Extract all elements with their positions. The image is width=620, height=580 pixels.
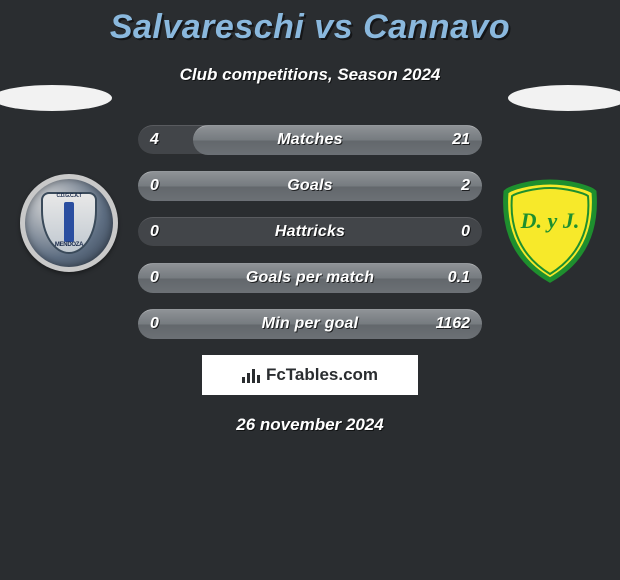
avatar-ellipse-left xyxy=(0,85,112,111)
stat-left-value: 4 xyxy=(150,131,159,149)
subtitle: Club competitions, Season 2024 xyxy=(0,65,620,85)
date-label: 26 november 2024 xyxy=(0,415,620,435)
stat-label: Goals per match xyxy=(246,269,374,287)
stat-left-value: 0 xyxy=(150,177,159,195)
stat-row-mpg: 0 Min per goal 1162 xyxy=(138,309,482,339)
stat-row-hattricks: 0 Hattricks 0 xyxy=(138,217,482,247)
stat-right-value: 21 xyxy=(452,131,470,149)
stat-row-goals: 0 Goals 2 xyxy=(138,171,482,201)
stat-row-gpm: 0 Goals per match 0.1 xyxy=(138,263,482,293)
stat-right-value: 0 xyxy=(461,223,470,241)
stat-label: Min per goal xyxy=(262,315,359,333)
bars-icon xyxy=(242,367,260,383)
stat-left-value: 0 xyxy=(150,269,159,287)
page-title: Salvareschi vs Cannavo xyxy=(0,0,620,47)
stat-left-value: 0 xyxy=(150,223,159,241)
source-attribution[interactable]: FcTables.com xyxy=(202,355,418,395)
shield-icon: C.D.G.C.A.T MENDOZA xyxy=(41,192,97,254)
badge-bottom-text: MENDOZA xyxy=(55,242,83,248)
stat-right-value: 0.1 xyxy=(448,269,470,287)
club-badge-left: C.D.G.C.A.T MENDOZA xyxy=(20,174,118,272)
avatar-ellipse-right xyxy=(508,85,620,111)
stat-left-value: 0 xyxy=(150,315,159,333)
stats-rows: 4 Matches 21 0 Goals 2 0 Hattricks 0 0 G… xyxy=(138,125,482,339)
badge-top-text: C.D.G.C.A.T xyxy=(56,193,81,199)
badge-label: D. y J. xyxy=(520,208,580,233)
source-text: FcTables.com xyxy=(266,365,378,385)
stat-right-value: 1162 xyxy=(436,315,470,333)
stat-right-value: 2 xyxy=(461,177,470,195)
badge-stripe xyxy=(64,202,74,242)
club-badge-right: D. y J. xyxy=(500,178,600,284)
stat-label: Hattricks xyxy=(275,223,345,241)
stat-label: Goals xyxy=(287,177,332,195)
stat-label: Matches xyxy=(277,131,342,149)
shield-icon: D. y J. xyxy=(500,178,600,284)
stat-row-matches: 4 Matches 21 xyxy=(138,125,482,155)
